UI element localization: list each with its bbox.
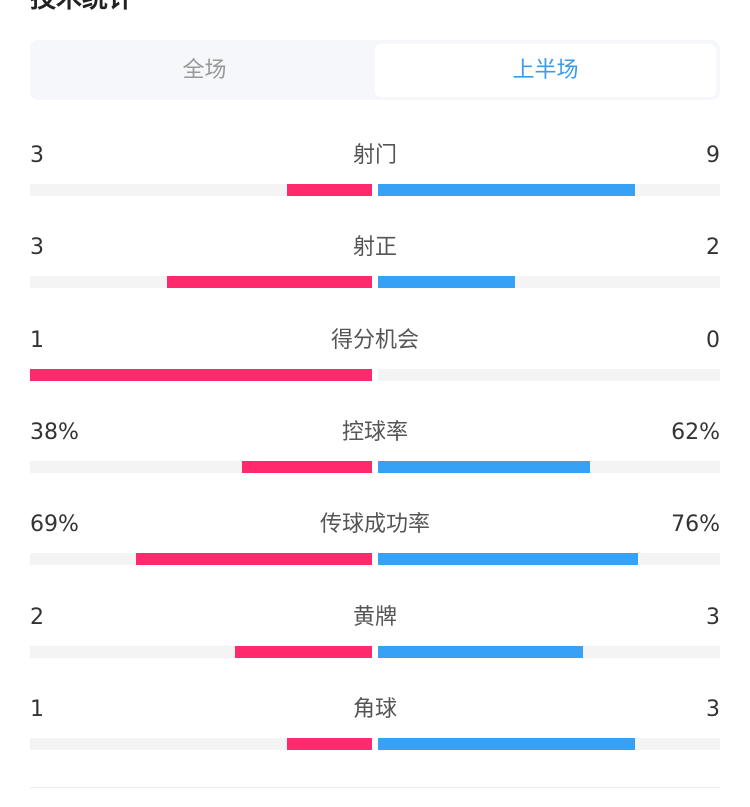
away-value: 0 <box>706 327 720 353</box>
away-value: 3 <box>706 604 720 630</box>
home-bar-track <box>30 368 372 381</box>
home-value: 69% <box>30 512 79 538</box>
home-value: 3 <box>30 235 44 261</box>
away-value: 2 <box>706 235 720 261</box>
home-value: 2 <box>30 604 44 630</box>
period-tabs: 全场 上半场 <box>30 40 720 100</box>
stat-row: 69% 传球成功率 76% <box>30 510 720 570</box>
stat-row: 38% 控球率 62% <box>30 418 720 478</box>
home-bar-track <box>30 184 372 196</box>
away-value: 3 <box>706 696 720 722</box>
stat-row: 2 黄牌 3 <box>30 603 720 663</box>
stat-row: 3 射正 2 <box>30 233 720 293</box>
home-bar-fill <box>136 553 372 566</box>
away-value: 62% <box>671 419 720 445</box>
home-value: 3 <box>30 143 44 168</box>
stat-label: 射正 <box>352 235 397 261</box>
home-bar-track <box>30 737 372 750</box>
home-bar-fill <box>235 645 372 658</box>
stat-label: 控球率 <box>341 419 408 445</box>
home-bar-fill <box>242 460 372 473</box>
stat-label: 得分机会 <box>330 327 419 353</box>
home-bar-fill <box>286 184 372 196</box>
tab-first-half[interactable]: 上半场 <box>375 44 716 97</box>
stat-label: 传球成功率 <box>319 512 430 538</box>
away-bar-track <box>378 368 720 381</box>
stat-label: 射门 <box>352 143 397 168</box>
home-value: 1 <box>30 696 44 722</box>
away-bar-track <box>378 184 720 196</box>
away-bar-track <box>378 553 720 566</box>
home-bar-fill <box>30 368 372 381</box>
away-bar-fill <box>378 737 635 750</box>
divider <box>30 787 720 788</box>
home-bar-track <box>30 460 372 473</box>
away-bar-track <box>378 460 720 473</box>
home-bar-fill <box>286 737 372 750</box>
away-bar-track <box>378 276 720 289</box>
away-bar-fill <box>378 184 635 196</box>
home-value: 38% <box>30 419 79 445</box>
home-bar-track <box>30 645 372 658</box>
home-bar-track <box>30 276 372 289</box>
away-value: 9 <box>706 143 720 168</box>
stat-label: 角球 <box>352 696 397 722</box>
away-bar-fill <box>378 276 515 289</box>
stat-label: 黄牌 <box>352 604 397 630</box>
stat-row: 1 角球 3 <box>30 695 720 755</box>
home-bar-track <box>30 553 372 566</box>
away-bar-fill <box>378 645 584 658</box>
home-bar-fill <box>166 276 372 289</box>
away-value: 76% <box>671 512 720 538</box>
away-bar-fill <box>378 460 591 473</box>
stat-row: 1 得分机会 0 <box>30 326 720 386</box>
away-bar-track <box>378 737 720 750</box>
tab-full-match[interactable]: 全场 <box>182 58 227 83</box>
home-value: 1 <box>30 327 44 353</box>
stat-row: 3 射门 9 <box>30 141 720 201</box>
section-title: 技术统计 <box>30 0 134 14</box>
away-bar-fill <box>378 553 638 566</box>
away-bar-track <box>378 645 720 658</box>
